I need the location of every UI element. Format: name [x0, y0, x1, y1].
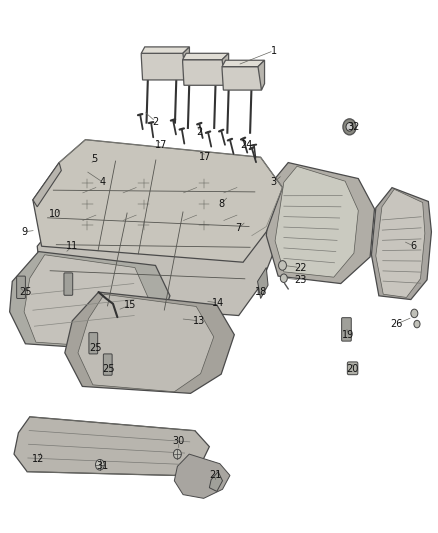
Polygon shape [183, 47, 189, 80]
Polygon shape [141, 47, 189, 53]
Text: 24: 24 [240, 140, 252, 150]
Circle shape [346, 123, 353, 131]
Circle shape [343, 119, 356, 135]
Text: 2: 2 [196, 127, 202, 137]
Text: 13: 13 [193, 316, 205, 326]
FancyBboxPatch shape [103, 354, 112, 375]
Circle shape [414, 320, 420, 328]
Polygon shape [258, 268, 268, 298]
FancyBboxPatch shape [17, 276, 25, 298]
Text: 12: 12 [32, 455, 45, 464]
Text: 8: 8 [218, 199, 224, 208]
Text: 31: 31 [97, 462, 109, 471]
Text: 1: 1 [271, 46, 277, 55]
Text: 3: 3 [271, 177, 277, 187]
FancyBboxPatch shape [64, 273, 73, 295]
Polygon shape [209, 472, 223, 491]
Text: 21: 21 [209, 471, 222, 480]
FancyBboxPatch shape [342, 318, 351, 341]
Text: 25: 25 [19, 287, 32, 297]
Text: 11: 11 [66, 241, 78, 251]
Polygon shape [266, 163, 374, 284]
Text: 4: 4 [100, 177, 106, 187]
Polygon shape [258, 60, 265, 90]
Text: 30: 30 [173, 437, 185, 446]
Text: 22: 22 [294, 263, 306, 272]
FancyBboxPatch shape [89, 333, 98, 354]
Text: 17: 17 [155, 140, 167, 150]
Text: 18: 18 [254, 287, 267, 297]
Text: 10: 10 [49, 209, 61, 219]
Circle shape [279, 261, 286, 270]
FancyBboxPatch shape [347, 362, 358, 375]
Polygon shape [24, 255, 148, 348]
Text: 9: 9 [21, 227, 27, 237]
Polygon shape [37, 193, 278, 316]
Text: 26: 26 [390, 319, 403, 329]
Polygon shape [141, 53, 187, 80]
Text: 2: 2 [152, 117, 159, 126]
Text: 14: 14 [212, 298, 224, 308]
Polygon shape [222, 60, 265, 67]
Polygon shape [174, 454, 230, 498]
Circle shape [173, 449, 181, 459]
Text: 6: 6 [411, 241, 417, 251]
Polygon shape [10, 252, 170, 351]
Polygon shape [33, 163, 61, 207]
Text: 5: 5 [91, 154, 97, 164]
Circle shape [95, 459, 104, 470]
Polygon shape [275, 166, 358, 277]
Polygon shape [78, 294, 214, 392]
Text: 17: 17 [199, 152, 211, 162]
Polygon shape [183, 60, 226, 85]
Polygon shape [14, 417, 209, 475]
Polygon shape [371, 188, 431, 300]
Text: 32: 32 [348, 122, 360, 132]
Text: 25: 25 [89, 343, 102, 352]
Text: 15: 15 [124, 300, 137, 310]
Text: 25: 25 [102, 364, 115, 374]
Text: 23: 23 [294, 275, 306, 285]
Circle shape [280, 274, 287, 282]
Text: 20: 20 [346, 364, 359, 374]
Polygon shape [33, 140, 283, 262]
Polygon shape [222, 53, 229, 85]
Polygon shape [65, 292, 234, 393]
Text: 19: 19 [342, 330, 354, 340]
Polygon shape [376, 189, 425, 297]
Text: 7: 7 [236, 223, 242, 233]
Circle shape [411, 309, 418, 318]
Polygon shape [222, 67, 261, 90]
Polygon shape [183, 53, 229, 60]
